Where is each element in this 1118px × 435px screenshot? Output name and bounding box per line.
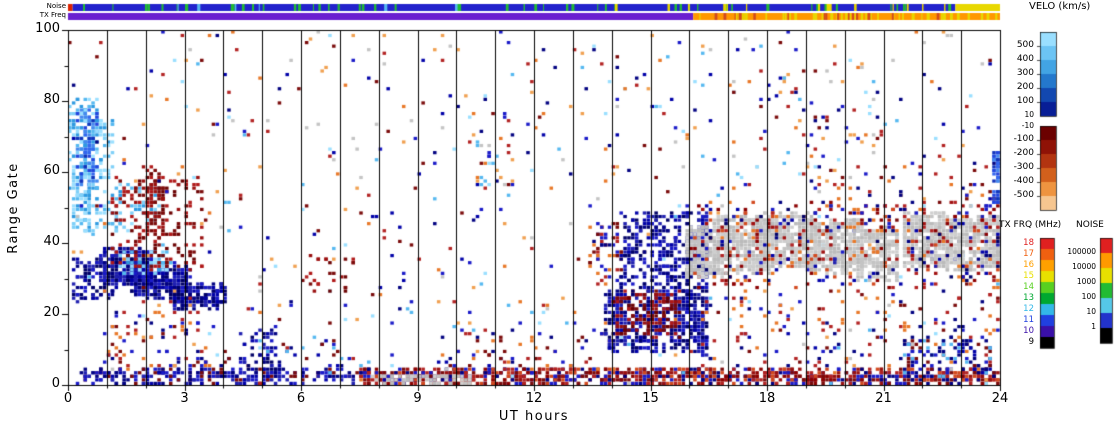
txfrq-scale-label: 18: [1023, 237, 1034, 248]
velo-scale-label: 500: [1016, 40, 1034, 50]
velo-scale-label: 300: [1016, 68, 1034, 78]
noise-scale-label: 1000: [1076, 277, 1096, 286]
noise-scale-label: 100: [1081, 292, 1096, 301]
y-axis-title: Range Gate: [5, 162, 21, 254]
velocity-colorbar-title: VELO (km/s): [1029, 1, 1091, 12]
txfrq-scale-label: 9: [1028, 336, 1034, 347]
x-tick-label: 21: [875, 391, 892, 406]
velo-scale-label: -400: [1013, 176, 1034, 186]
txfrq-scale-label: 12: [1023, 303, 1034, 314]
x-tick-label: 6: [296, 391, 306, 406]
noise-scale-label: 10: [1086, 307, 1096, 316]
x-tick-label: 0: [63, 391, 73, 406]
txfrq-scale-label: 17: [1023, 248, 1034, 259]
x-tick-label: 9: [413, 391, 422, 406]
y-tick-label: 20: [43, 305, 60, 320]
x-tick-label: 3: [180, 391, 189, 406]
velo-scale-label: -200: [1013, 148, 1034, 158]
noise-scale-label: 100000: [1067, 247, 1096, 256]
txfrq-scale-label: 13: [1023, 292, 1034, 303]
noise-colorbar-title: NOISE: [1076, 220, 1104, 230]
velo-scale-label: 100: [1016, 96, 1034, 106]
velo-scale-label: 200: [1016, 82, 1034, 92]
noise-scale-label: 10000: [1072, 262, 1096, 271]
velo-scale-label: -300: [1013, 162, 1034, 172]
txfreq-strip-label: TX Freq: [39, 11, 66, 19]
txfrq-scale-label: 15: [1023, 270, 1034, 281]
x-tick-label: 12: [525, 391, 543, 406]
velo-scale-label: -10: [1021, 121, 1034, 130]
y-tick-label: 40: [43, 234, 60, 249]
noise-scale-label: 1: [1091, 322, 1096, 331]
velo-scale-label: 400: [1016, 54, 1034, 64]
x-tick-label: 15: [642, 391, 659, 406]
txfrq-colorbar-title: TX FRQ (MHz): [999, 220, 1062, 230]
txfrq-scale-label: 10: [1023, 325, 1034, 336]
txfrq-scale-label: 16: [1023, 259, 1034, 270]
velo-scale-label: 10: [1024, 110, 1034, 119]
y-tick-label: 80: [43, 92, 60, 107]
x-tick-label: 18: [758, 391, 776, 406]
y-tick-label: 100: [35, 21, 60, 36]
txfrq-scale-label: 14: [1023, 281, 1034, 292]
velo-scale-label: -100: [1013, 134, 1034, 144]
x-tick-label: 24: [991, 391, 1009, 406]
velo-scale-label: -500: [1013, 190, 1034, 200]
y-tick-label: 0: [51, 376, 60, 391]
noise-strip-label: Noise: [46, 2, 66, 10]
y-tick-label: 60: [43, 163, 60, 178]
x-axis-title: UT hours: [498, 409, 570, 424]
txfrq-scale-label: 11: [1023, 314, 1034, 325]
